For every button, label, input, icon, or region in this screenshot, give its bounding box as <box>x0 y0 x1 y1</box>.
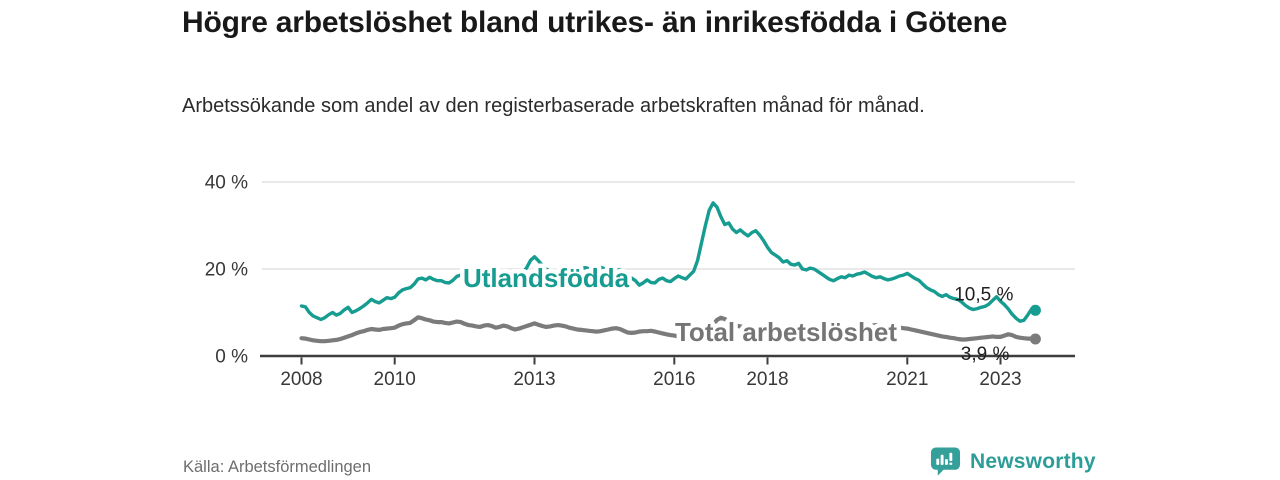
x-tick-label: 2021 <box>886 369 928 390</box>
page-subtitle: Arbetssökande som andel av den registerb… <box>182 95 925 117</box>
x-tick-label: 2016 <box>653 369 695 390</box>
x-tick-label: 2008 <box>280 369 322 390</box>
x-tick-label: 2013 <box>513 369 555 390</box>
newsworthy-logo-icon <box>930 447 961 476</box>
y-axis-label: 40 % <box>205 173 248 194</box>
series-inline-label: Utlandsfödda <box>463 263 630 293</box>
brand-wordmark: Newsworthy <box>970 450 1096 473</box>
page-title: Högre arbetslöshet bland utrikes- än inr… <box>182 6 1008 39</box>
series-line-utlandsfodda <box>299 201 1038 323</box>
x-tick-label: 2023 <box>979 369 1021 390</box>
series-end-value-label: 10,5 % <box>954 284 1013 305</box>
x-tick-label: 2018 <box>746 369 788 390</box>
x-tick-label: 2010 <box>374 369 416 390</box>
series-line-total <box>299 315 1038 344</box>
source-text: Källa: Arbetsförmedlingen <box>183 458 372 476</box>
series-end-value-label: 3,9 % <box>961 344 1010 365</box>
series-end-dot <box>1029 304 1041 316</box>
series-inline-label: Total arbetslöshet <box>675 317 897 347</box>
y-axis-label: 0 % <box>215 347 248 368</box>
brand-logo: Newsworthy <box>930 446 1096 478</box>
series-end-dot <box>1029 333 1041 345</box>
y-axis-label: 20 % <box>205 260 248 281</box>
